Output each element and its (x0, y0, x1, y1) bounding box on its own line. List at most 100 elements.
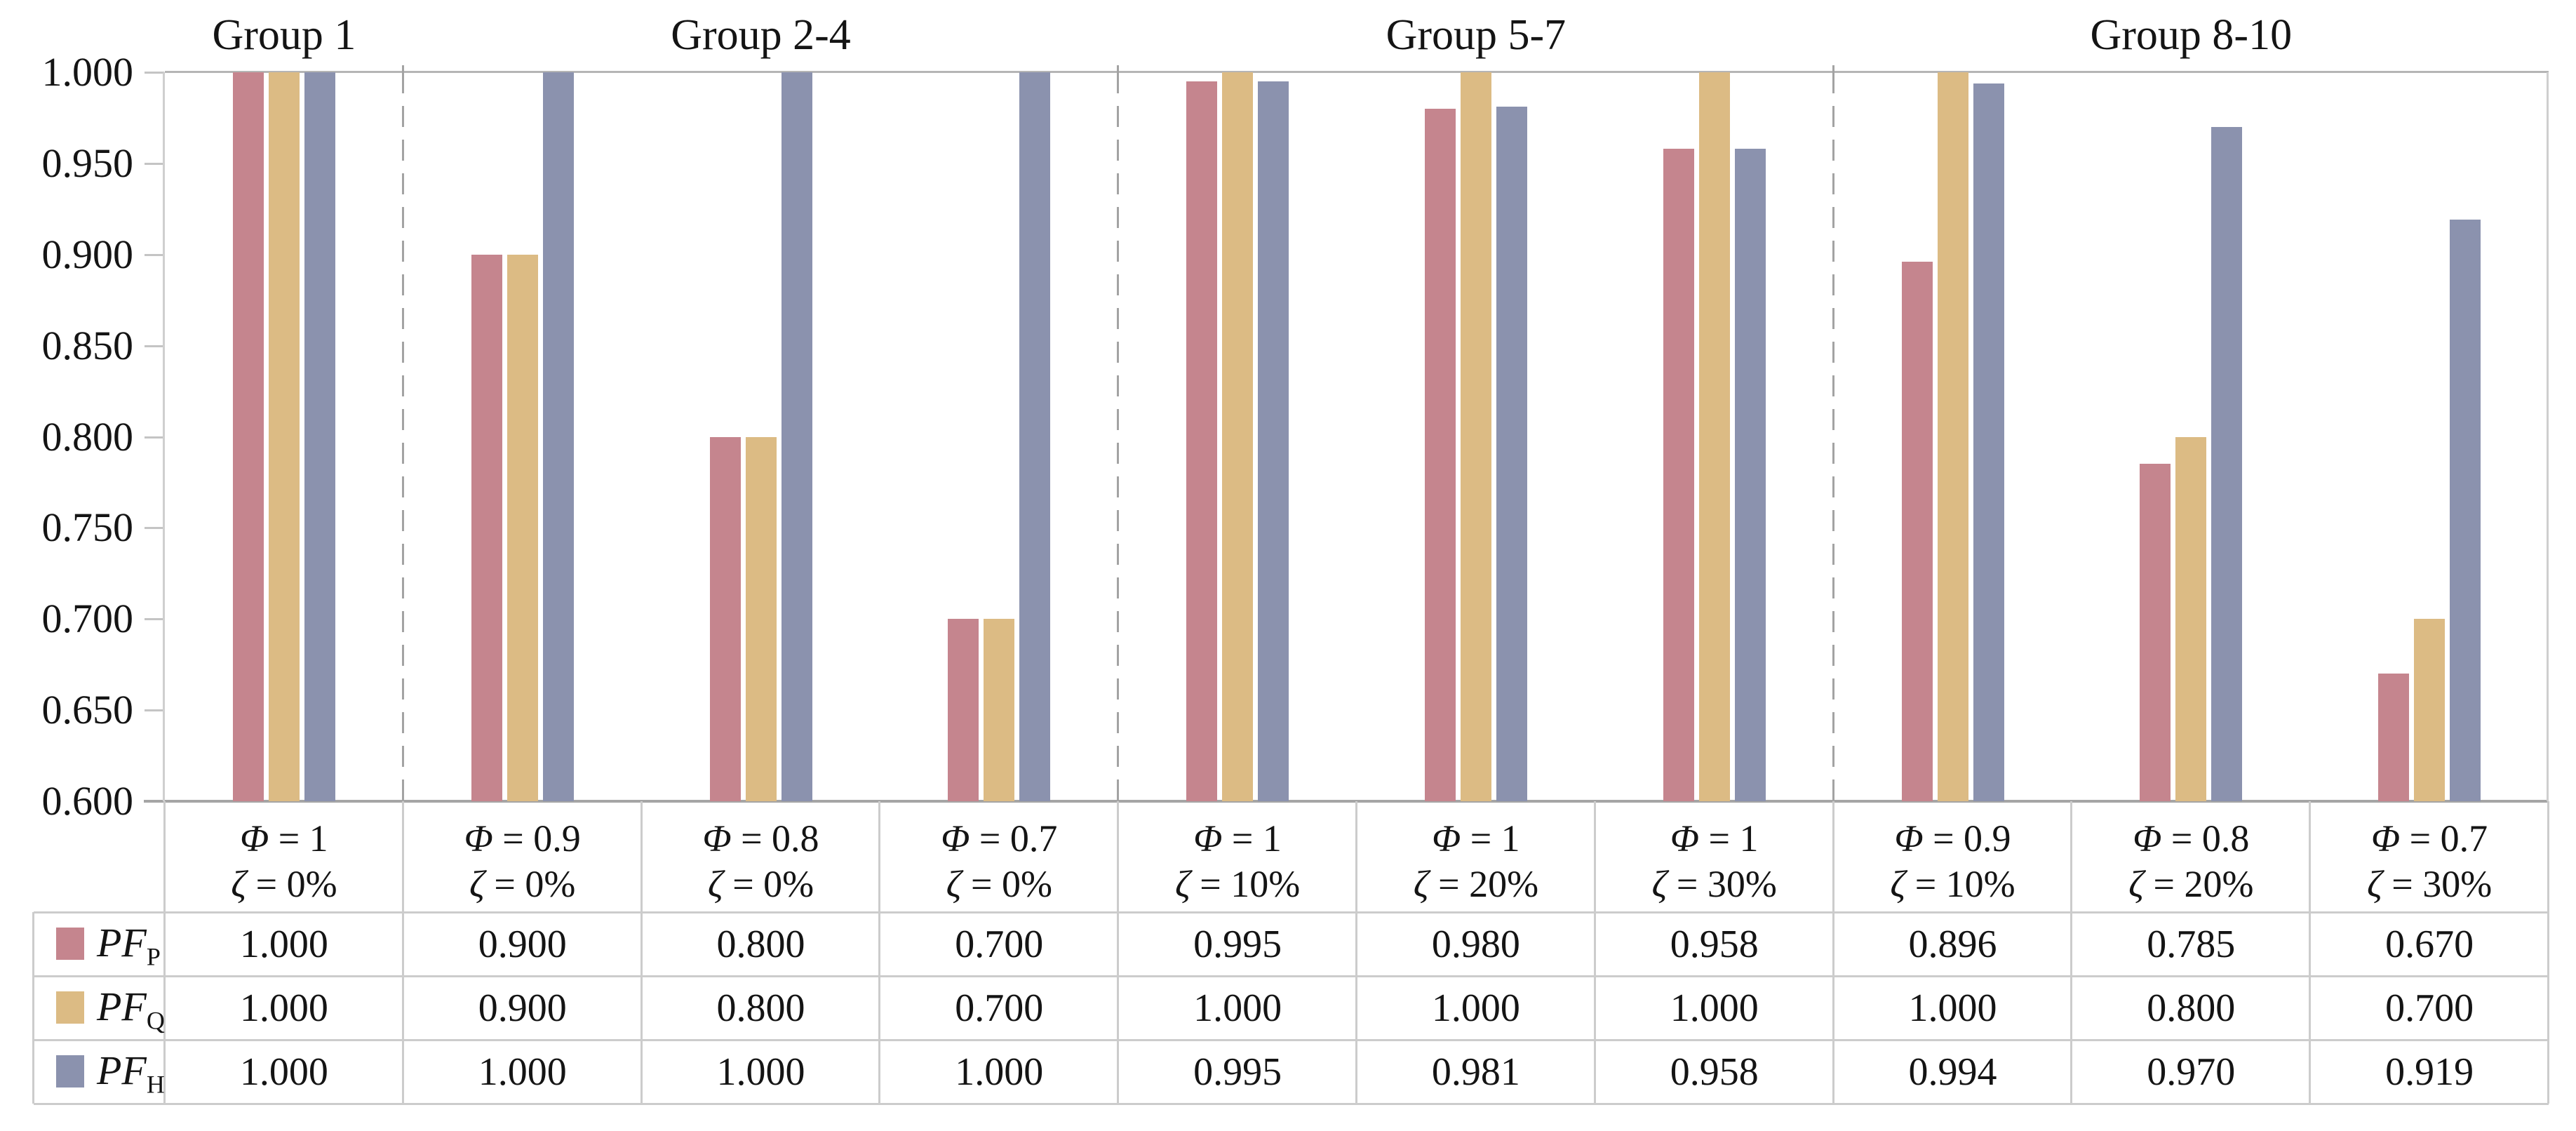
y-axis-tick-label: 0.800 (0, 413, 134, 461)
cell-value: 0.700 (955, 923, 1044, 966)
value-cell: 0.800 (2072, 986, 2310, 1030)
bar-p (2140, 464, 2171, 801)
bar-q (1222, 72, 1254, 801)
cell-value: 0.958 (1670, 923, 1759, 966)
bar-q (2414, 619, 2446, 801)
table-border-v (1117, 801, 1120, 1104)
value-cell: 0.900 (403, 986, 642, 1030)
zeta-text: ζ = 0% (469, 863, 576, 905)
greek-symbol: ζ (1174, 863, 1190, 905)
zeta-text: ζ = 20% (1413, 863, 1539, 905)
group-divider-top-tick (1117, 65, 1120, 72)
bar-h (2450, 220, 2481, 801)
table-border-h (34, 1039, 2549, 1041)
y-axis-tick (145, 72, 164, 74)
zeta-text: ζ = 10% (1890, 863, 2015, 905)
value-cell: 0.919 (2310, 1050, 2549, 1094)
y-axis-tick-label: 1.000 (0, 48, 134, 96)
y-axis-tick (145, 527, 164, 530)
category-label-zeta: ζ = 20% (1357, 862, 1595, 906)
y-axis-tick (145, 162, 164, 165)
cell-value: 0.980 (1431, 923, 1520, 966)
bar-p (1663, 149, 1694, 801)
phi-text: Φ = 0.7 (941, 817, 1058, 859)
bar-p (709, 436, 741, 801)
phi-text: Φ = 0.9 (1894, 817, 2011, 859)
table-border-v (32, 912, 34, 1104)
category-label-phi: Φ = 1 (165, 816, 403, 861)
greek-symbol: Φ (464, 817, 493, 859)
category-label-zeta: ζ = 0% (165, 862, 403, 906)
value-cell: 0.896 (1834, 923, 2072, 966)
y-axis-tick-label: 0.700 (0, 595, 134, 643)
phi-text: Φ = 1 (1193, 817, 1282, 859)
group-divider-dashed (1117, 72, 1120, 801)
table-border-v (1593, 801, 1596, 1104)
phi-text: Φ = 0.8 (2133, 817, 2250, 859)
cell-value: 1.000 (716, 1050, 805, 1094)
value-cell: 0.700 (880, 986, 1118, 1030)
zeta-text: ζ = 0% (946, 863, 1052, 905)
value-cell: 0.800 (642, 986, 880, 1030)
value-cell: 1.000 (1595, 986, 1834, 1030)
cell-value: 0.900 (478, 986, 567, 1030)
bar-p (948, 619, 979, 801)
table-border-v (163, 801, 166, 1104)
cell-value: 0.670 (2385, 923, 2474, 966)
value-cell: 0.700 (880, 923, 1118, 966)
cell-value: 1.000 (955, 1050, 1044, 1094)
phi-text: Φ = 1 (240, 817, 328, 859)
cell-value: 1.000 (478, 1050, 567, 1094)
category-label-zeta: ζ = 0% (642, 862, 880, 906)
table-border-v (2547, 801, 2549, 1104)
y-tick-text: 0.650 (41, 687, 134, 733)
cell-value: 0.800 (716, 923, 805, 966)
cell-value: 0.800 (2147, 986, 2236, 1030)
y-tick-text: 1.000 (41, 49, 134, 95)
series-name: PFP (97, 920, 161, 971)
bar-q (984, 619, 1015, 801)
zeta-text: ζ = 0% (231, 863, 337, 905)
table-border-h (34, 911, 2549, 914)
cell-value: 0.981 (1431, 1050, 1520, 1094)
legend-swatch (56, 991, 84, 1024)
bar-h (304, 72, 335, 801)
value-cell: 0.700 (2310, 986, 2549, 1030)
y-axis-tick (145, 436, 164, 439)
bar-q (1937, 72, 1968, 801)
table-border-v (878, 801, 881, 1104)
greek-symbol: ζ (1413, 863, 1429, 905)
group-title-text: Group 8-10 (2090, 11, 2293, 59)
bar-p (1424, 108, 1456, 801)
phi-text: Φ = 0.9 (464, 817, 581, 859)
zeta-text: ζ = 30% (1651, 863, 1777, 905)
bar-q (507, 254, 538, 801)
cell-value: 1.000 (239, 986, 328, 1030)
cell-value: 1.000 (1431, 986, 1520, 1030)
cell-value: 0.900 (478, 923, 567, 966)
group-title: Group 5-7 (1181, 10, 1771, 60)
y-tick-text: 0.700 (41, 596, 134, 642)
y-axis-tick-label: 0.750 (0, 504, 134, 551)
legend-swatch (56, 1055, 84, 1088)
y-tick-text: 0.950 (41, 140, 134, 186)
group-title: Group 1 (0, 10, 579, 60)
category-label-phi: Φ = 0.8 (642, 816, 880, 861)
value-cell: 0.785 (2072, 923, 2310, 966)
table-border-v (1355, 801, 1357, 1104)
value-cell: 0.995 (1118, 923, 1357, 966)
group-divider-top-tick (1832, 65, 1834, 72)
category-label-phi: Φ = 1 (1118, 816, 1357, 861)
bar-h (1496, 107, 1527, 801)
value-cell: 1.000 (642, 1050, 880, 1094)
zeta-text: ζ = 10% (1174, 863, 1301, 905)
bar-p (471, 254, 502, 801)
y-axis-tick (145, 618, 164, 621)
category-label-phi: Φ = 0.7 (2310, 816, 2549, 861)
y-axis-tick-label: 0.900 (0, 231, 134, 279)
phi-text: Φ = 1 (1670, 817, 1759, 859)
bar-q (268, 72, 300, 801)
value-cell: 1.000 (1118, 986, 1357, 1030)
